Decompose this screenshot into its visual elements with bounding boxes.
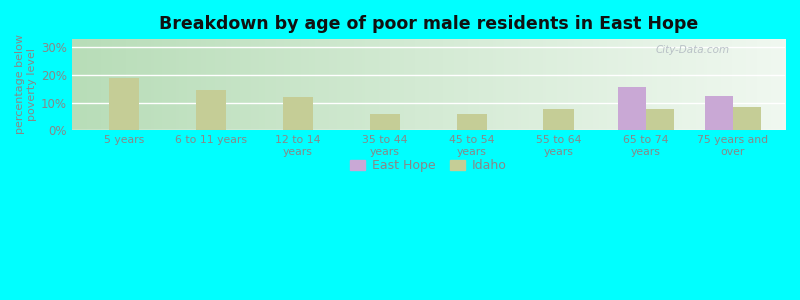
Bar bbox=[646, 110, 674, 130]
Y-axis label: percentage below
poverty level: percentage below poverty level bbox=[15, 34, 37, 134]
Title: Breakdown by age of poor male residents in East Hope: Breakdown by age of poor male residents … bbox=[158, 15, 698, 33]
Bar bbox=[705, 96, 733, 130]
Legend: East Hope, Idaho: East Hope, Idaho bbox=[346, 154, 511, 177]
Bar bbox=[370, 114, 400, 130]
Text: City-Data.com: City-Data.com bbox=[655, 45, 730, 55]
Bar bbox=[618, 87, 646, 130]
Bar bbox=[733, 107, 761, 130]
Bar bbox=[109, 78, 139, 130]
Bar bbox=[457, 114, 487, 130]
Bar bbox=[282, 97, 313, 130]
Bar bbox=[543, 110, 574, 130]
Bar bbox=[195, 90, 226, 130]
